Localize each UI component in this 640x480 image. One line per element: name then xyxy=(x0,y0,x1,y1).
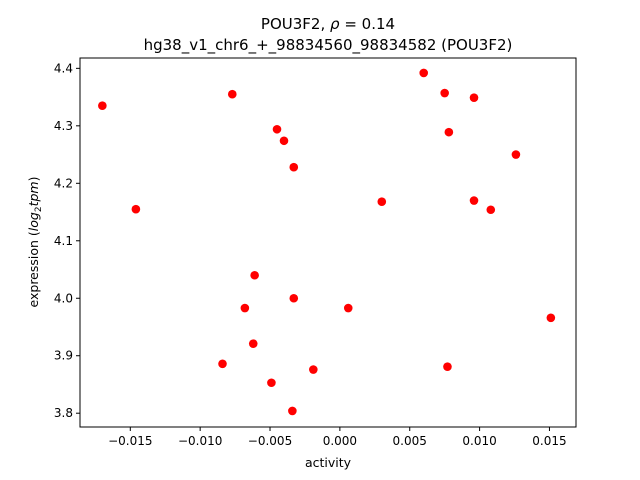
plot-area xyxy=(80,58,576,427)
points-layer xyxy=(98,68,556,416)
y-tick-label: 4.4 xyxy=(54,61,73,75)
data-point xyxy=(218,359,227,369)
y-tick-label: 3.8 xyxy=(54,406,73,420)
data-point xyxy=(309,365,318,374)
data-point xyxy=(469,93,479,102)
data-point xyxy=(272,124,282,134)
data-point xyxy=(511,150,521,159)
data-point xyxy=(227,89,237,99)
x-tick-label: 0.005 xyxy=(393,434,427,448)
data-point xyxy=(343,303,353,313)
y-axis-label-prefix: expression ( xyxy=(26,231,41,307)
x-tick-label: 0.015 xyxy=(532,434,566,448)
chart-title-rho-symbol: ρ xyxy=(330,15,340,33)
chart-title: POU3F2, ρ = 0.14 xyxy=(261,15,395,33)
data-point xyxy=(486,205,496,215)
data-point xyxy=(250,270,259,280)
chart-subtitle: hg38_v1_chr6_+_98834560_98834582 (POU3F2… xyxy=(144,36,513,55)
data-point xyxy=(440,88,449,98)
y-axis-label-suffix: ) xyxy=(26,177,41,182)
plot-frame xyxy=(79,57,577,428)
chart-title-main: POU3F2, xyxy=(261,15,330,33)
x-tick-label: −0.010 xyxy=(178,434,222,448)
data-point xyxy=(289,293,299,303)
ticks-layer: −0.015 −0.010 −0.005 0.000 0.005 0.010 0.015 3.… xyxy=(54,61,567,448)
data-point xyxy=(444,127,454,137)
y-axis-label: expression (log2tpm) xyxy=(26,177,44,308)
y-axis-label-tpm: tpm xyxy=(26,181,41,206)
data-point xyxy=(267,378,276,388)
y-axis-label-sub: 2 xyxy=(34,206,44,212)
x-tick-label: 0.000 xyxy=(323,434,357,448)
x-tick-label: 0.010 xyxy=(462,434,496,448)
data-point xyxy=(419,68,429,78)
data-point xyxy=(279,136,289,146)
x-tick-label: −0.015 xyxy=(108,434,152,448)
data-point xyxy=(469,196,479,205)
data-point xyxy=(377,197,387,206)
data-point xyxy=(546,313,556,323)
data-point xyxy=(443,362,452,371)
data-point xyxy=(288,406,297,416)
data-point xyxy=(248,339,258,348)
y-tick-label: 3.9 xyxy=(54,349,73,363)
data-point xyxy=(131,204,141,214)
chart-title-rho-value: = 0.14 xyxy=(340,15,396,33)
y-tick-label: 4.2 xyxy=(54,176,73,190)
y-axis-label-log: log xyxy=(26,212,41,231)
y-tick-label: 4.3 xyxy=(54,119,73,133)
x-tick-label: −0.005 xyxy=(248,434,292,448)
x-axis-label: activity xyxy=(305,455,352,470)
data-point xyxy=(240,303,250,313)
y-tick-label: 4.0 xyxy=(54,291,73,305)
data-point xyxy=(98,101,107,111)
data-point xyxy=(289,162,299,172)
y-tick-label: 4.1 xyxy=(54,234,73,248)
